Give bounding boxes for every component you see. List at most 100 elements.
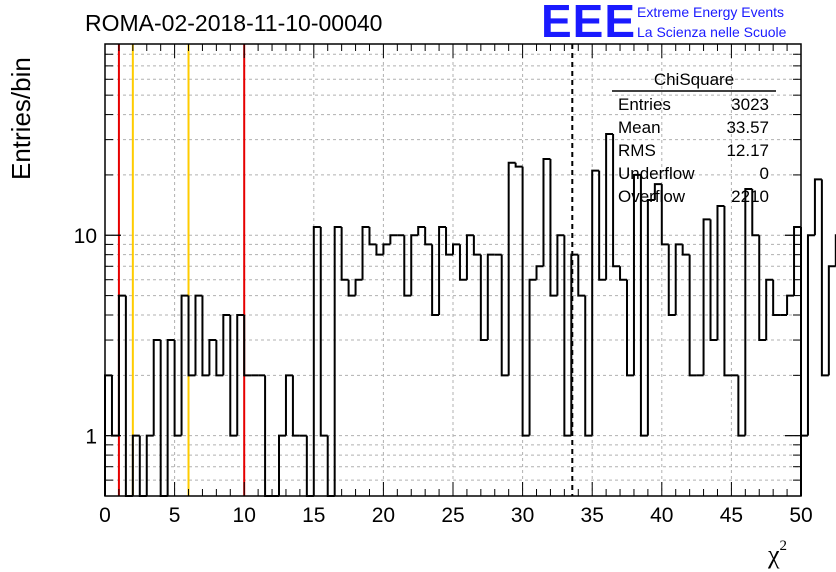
histogram-bin	[243, 315, 252, 377]
stats-row-value: 12.17	[726, 141, 769, 160]
histogram-bin	[180, 294, 189, 436]
histogram-bin	[173, 340, 182, 437]
histogram-bin	[709, 219, 718, 342]
histogram-bin	[591, 169, 600, 436]
histogram-bin	[619, 266, 627, 281]
logo-line-2: La Scienza nelle Scuole	[637, 24, 787, 40]
histogram-bin	[431, 244, 440, 317]
histogram-bin	[194, 294, 203, 376]
histogram-bin	[820, 179, 829, 377]
histogram-bin	[215, 340, 224, 377]
x-axis-label: χ2	[768, 538, 787, 570]
histogram-bin	[319, 226, 328, 437]
histogram-bin	[793, 225, 801, 296]
x-tick-label: 45	[720, 504, 743, 527]
y-tick-label: 10	[74, 225, 97, 248]
histogram-bin	[570, 253, 579, 436]
stats-title: ChiSquare	[654, 70, 734, 89]
histogram-bin	[681, 244, 690, 256]
histogram-bin	[208, 339, 217, 376]
histogram-bin	[577, 254, 586, 297]
histogram-bin	[507, 161, 516, 376]
histogram-bin	[452, 243, 460, 255]
stats-row-value: 2210	[731, 187, 769, 206]
stats-row-label: Overflow	[618, 187, 686, 206]
stats-row-label: Underflow	[618, 164, 695, 183]
histogram-bin	[375, 244, 384, 256]
histogram-bin	[340, 226, 349, 281]
x-tick-label: 30	[511, 504, 534, 527]
run-title: ROMA-02-2018-11-10-00040	[85, 10, 383, 36]
histogram-bin	[584, 295, 593, 437]
y-axis-label: Entries/bin	[6, 57, 36, 180]
histogram-bin	[479, 254, 488, 342]
x-tick-label: 5	[169, 504, 181, 527]
histogram-bin	[166, 339, 175, 496]
histogram-bin	[723, 205, 732, 377]
x-tick-label: 35	[581, 504, 604, 527]
x-tick-label: 10	[233, 504, 256, 527]
histogram-bin	[653, 183, 662, 200]
histogram-bin	[222, 314, 231, 376]
histogram-bin	[639, 174, 648, 437]
stats-row-value: 0	[760, 164, 769, 183]
histogram-bin	[201, 295, 210, 377]
histogram-bin	[417, 225, 426, 236]
histogram-bin	[549, 159, 558, 297]
x-tick-label: 25	[441, 504, 464, 527]
histogram-bin	[131, 434, 140, 496]
histogram-bin	[535, 265, 544, 280]
histogram-bin	[813, 178, 822, 236]
histogram-bin	[410, 234, 419, 296]
histogram-bin	[458, 244, 467, 281]
histogram-bin	[674, 243, 683, 316]
logo-line-1: Extreme Energy Events	[637, 4, 785, 20]
histogram-bin	[556, 234, 565, 296]
histogram-bin	[284, 374, 293, 436]
y-tick-label: 1	[85, 426, 97, 449]
histogram-bin	[605, 133, 614, 280]
stats-row-label: Entries	[618, 95, 671, 114]
stats-row-label: Mean	[618, 118, 661, 137]
histogram-bin	[702, 218, 711, 376]
histogram-bin	[229, 315, 238, 437]
histogram-bin	[403, 235, 412, 297]
histogram-bin	[800, 226, 808, 437]
histogram-bin	[368, 226, 377, 246]
histogram-bin	[598, 170, 607, 281]
x-tick-label: 50	[789, 504, 812, 527]
histogram-bin	[354, 278, 363, 296]
histogram-bin	[291, 375, 300, 437]
histogram-bin	[424, 226, 433, 246]
histogram-bin	[389, 234, 398, 245]
histogram-bin	[744, 188, 753, 436]
histogram-bin	[382, 243, 391, 255]
x-tick-label: 40	[650, 504, 673, 527]
plot-area	[105, 44, 801, 496]
histogram-bin	[786, 294, 795, 316]
histogram-bin	[472, 235, 481, 256]
eee-logo: EEE	[541, 0, 637, 47]
stats-row-value: 3023	[731, 95, 769, 114]
histogram-bin	[145, 434, 154, 496]
histogram-bin	[445, 226, 453, 256]
histogram-bin	[528, 278, 537, 436]
histogram-bin	[312, 225, 321, 496]
histogram-bin	[716, 204, 725, 341]
histogram-bin	[667, 244, 676, 317]
histogram-bin	[772, 279, 781, 317]
x-tick-label: 20	[372, 504, 395, 527]
histogram-bin	[486, 253, 495, 341]
histogram-bin	[278, 434, 286, 496]
stats-row-value: 33.57	[726, 118, 769, 137]
histogram-bin	[500, 254, 509, 377]
histogram-bin	[626, 279, 634, 377]
histogram-bin	[758, 235, 767, 342]
histogram-bin	[152, 339, 161, 436]
histogram-bin	[521, 166, 530, 437]
histogram-bin	[765, 278, 774, 341]
histogram-bin	[806, 234, 815, 436]
x-axis-label-text: χ	[768, 540, 780, 569]
histogram-bin	[236, 314, 245, 436]
